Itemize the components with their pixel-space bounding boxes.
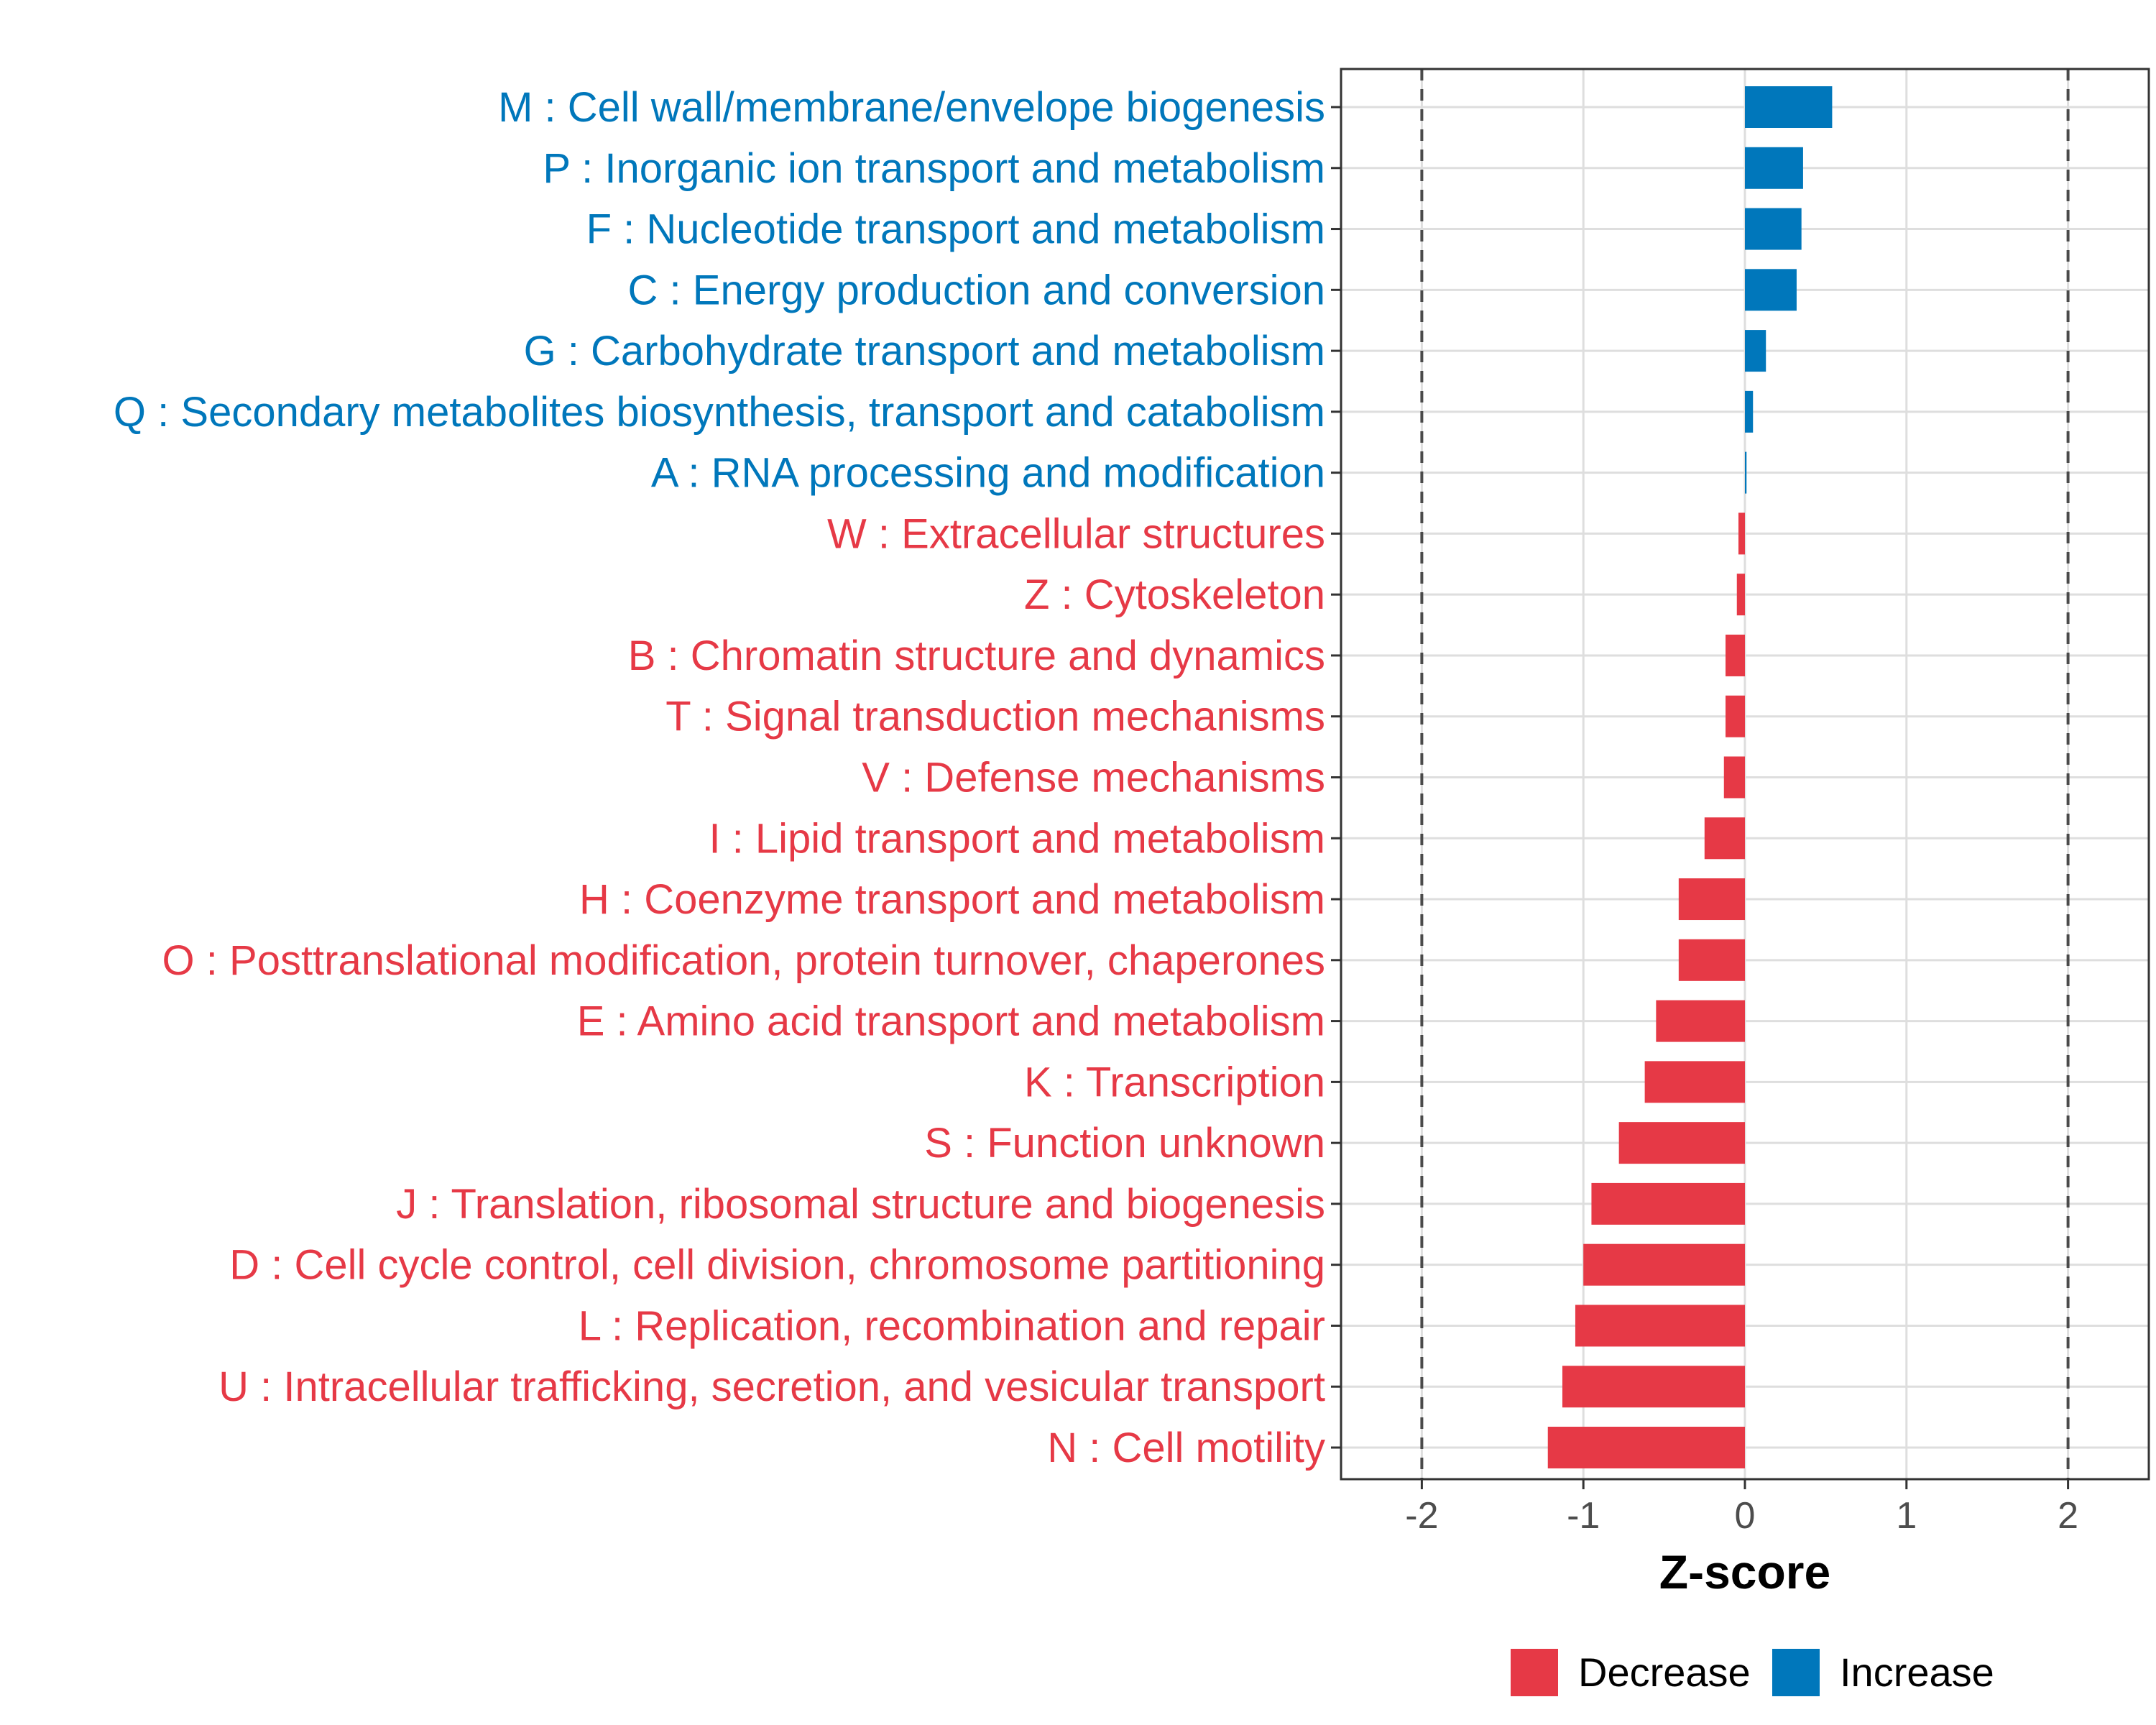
category-label: A : RNA processing and modification [651,450,1325,497]
category-label: L : Replication, recombination and repai… [579,1302,1325,1349]
bar [1618,1122,1745,1164]
category-label: N : Cell motility [1047,1425,1325,1471]
x-tick-label: -2 [1405,1495,1438,1537]
category-label: Q : Secondary metabolites biosynthesis, … [114,389,1325,436]
bar [1726,634,1745,676]
reference-lines [1420,69,2070,1479]
bar [1562,1366,1745,1408]
bar [1704,817,1745,860]
bar [1575,1305,1745,1347]
category-label: J : Translation, ribosomal structure and… [396,1181,1325,1228]
bar [1723,756,1745,799]
category-label: B : Chromatin structure and dynamics [628,632,1325,679]
legend: Decrease Increase [1511,1649,1994,1696]
category-label: D : Cell cycle control, cell division, c… [229,1242,1325,1289]
legend-label: Decrease [1578,1650,1751,1695]
category-label: W : Extracellular structures [827,510,1325,557]
category-label: C : Energy production and conversion [628,267,1325,313]
legend-key [1772,1649,1820,1696]
category-label: H : Coenzyme transport and metabolism [579,876,1325,923]
category-label: I : Lipid transport and metabolism [709,815,1325,862]
bar-layer [1547,86,1833,1468]
bar [1745,451,1747,494]
category-label: G : Carbohydrate transport and metabolis… [524,328,1325,374]
bar [1678,939,1745,981]
bar [1656,1000,1745,1042]
category-label: K : Transcription [1024,1059,1325,1105]
x-axis-ticks: -2 -1 0 1 2 [1405,1479,2078,1537]
bar [1745,147,1803,189]
bar [1745,330,1766,372]
bar [1738,512,1745,555]
category-label: O : Posttranslational modification, prot… [162,937,1325,984]
category-label: T : Signal transduction mechanisms [665,694,1325,740]
x-tick-label: 1 [1896,1495,1917,1537]
y-axis-ticks [1331,106,1341,1449]
bar [1745,390,1754,433]
category-label: U : Intracellular trafficking, secretion… [218,1363,1325,1410]
bar [1745,269,1797,311]
legend-key [1511,1649,1558,1696]
category-labels: M : Cell wall/membrane/envelope biogenes… [114,84,1325,1471]
category-label: S : Function unknown [924,1120,1325,1167]
x-tick-label: 2 [2058,1495,2078,1537]
bar [1745,86,1833,128]
category-label: E : Amino acid transport and metabolism [577,998,1325,1045]
category-label: V : Defense mechanisms [862,755,1325,801]
bar [1736,574,1745,616]
legend-label: Increase [1840,1650,1994,1695]
x-tick-label: -1 [1567,1495,1600,1537]
bar [1678,878,1745,921]
category-label: M : Cell wall/membrane/envelope biogenes… [498,84,1325,131]
bar [1745,208,1802,250]
x-axis-title: Z-score [1659,1545,1830,1598]
category-label: Z : Cytoskeleton [1024,571,1325,618]
category-label: F : Nucleotide transport and metabolism [586,206,1325,253]
category-label: P : Inorganic ion transport and metaboli… [543,145,1325,192]
bar [1547,1427,1745,1468]
bar [1726,695,1745,737]
x-tick-label: 0 [1735,1495,1756,1537]
bar [1591,1182,1745,1225]
bar [1644,1061,1745,1103]
bar [1583,1243,1745,1286]
